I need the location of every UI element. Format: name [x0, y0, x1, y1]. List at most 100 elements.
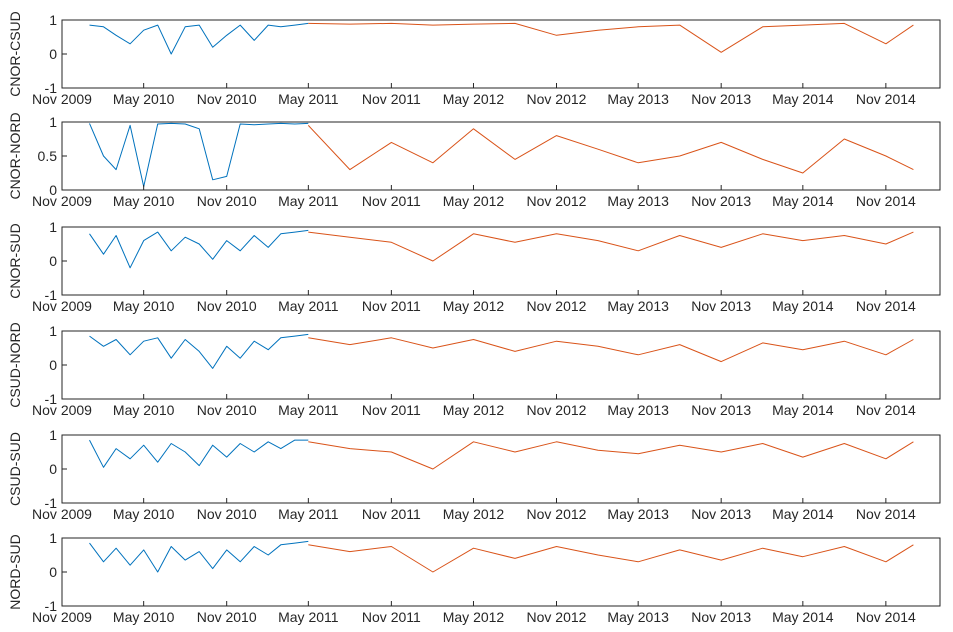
subplot-2: -1 0 1 Nov 2009 May 2010 Nov 2010 May 2011 Nov … — [7, 219, 941, 314]
x-tick-label-0-1: May 2010 — [113, 91, 175, 107]
series-line-3-0 — [89, 333, 309, 369]
x-tick-label-3-2: Nov 2010 — [197, 402, 257, 418]
series-line-4-0 — [89, 439, 309, 468]
x-tick-label-3-4: Nov 2011 — [362, 402, 421, 418]
x-tick-label-2-9: May 2014 — [772, 298, 834, 314]
series-line-5-0 — [89, 540, 309, 573]
y-tick-label-3-2: 1 — [49, 323, 57, 339]
x-tick-label-5-8: Nov 2013 — [691, 609, 751, 625]
x-tick-label-3-7: May 2013 — [607, 402, 669, 418]
x-tick-label-1-3: May 2011 — [278, 193, 339, 209]
axes-box-1 — [61, 121, 941, 191]
x-tick-label-5-5: May 2012 — [443, 609, 505, 625]
axes-box-4 — [61, 434, 941, 504]
subplot-3: -1 0 1 Nov 2009 May 2010 Nov 2010 May 2011 Nov … — [7, 322, 941, 418]
x-tick-label-0-9: May 2014 — [772, 91, 834, 107]
y-tick-label-1-1: 0.5 — [38, 148, 58, 164]
x-tick-label-2-1: May 2010 — [113, 298, 175, 314]
y-axis-label-3: CSUD-NORD — [7, 322, 23, 408]
series-line-2-0 — [89, 229, 309, 269]
y-tick-label-2-0: -1 — [45, 287, 58, 303]
x-tick-label-1-1: May 2010 — [113, 193, 175, 209]
x-tick-label-2-10: Nov 2014 — [856, 298, 916, 314]
y-tick-label-2-1: 0 — [49, 253, 57, 269]
y-axis-label-0: CNOR-CSUD — [7, 11, 23, 97]
axes-box-2 — [61, 226, 941, 296]
x-tick-label-1-2: Nov 2010 — [197, 193, 257, 209]
y-axis-label-4: CSUD-SUD — [7, 432, 23, 506]
x-tick-label-5-6: Nov 2012 — [527, 609, 587, 625]
x-tick-label-4-6: Nov 2012 — [527, 506, 587, 522]
y-tick-label-0-1: 0 — [49, 46, 57, 62]
x-tick-label-1-0: Nov 2009 — [32, 193, 92, 209]
x-tick-label-2-5: May 2012 — [443, 298, 505, 314]
y-tick-label-0-0: -1 — [45, 80, 58, 96]
x-tick-label-1-5: May 2012 — [443, 193, 505, 209]
x-tick-label-0-6: Nov 2012 — [527, 91, 587, 107]
y-tick-label-5-0: -1 — [45, 598, 58, 614]
y-tick-label-3-1: 0 — [49, 357, 57, 373]
y-axis-label-5: NORD-SUD — [7, 534, 23, 609]
x-tick-label-3-0: Nov 2009 — [32, 402, 92, 418]
y-tick-label-5-1: 0 — [49, 564, 57, 580]
y-tick-label-3-0: -1 — [45, 391, 58, 407]
x-tick-label-2-2: Nov 2010 — [197, 298, 257, 314]
x-tick-label-5-9: May 2014 — [772, 609, 834, 625]
axes-box-3 — [61, 330, 941, 400]
series-line-1-0 — [89, 122, 309, 188]
x-tick-label-0-5: May 2012 — [443, 91, 505, 107]
x-tick-label-3-5: May 2012 — [443, 402, 505, 418]
x-tick-label-1-9: May 2014 — [772, 193, 834, 209]
x-tick-label-4-0: Nov 2009 — [32, 506, 92, 522]
x-tick-label-0-8: Nov 2013 — [691, 91, 751, 107]
x-tick-label-2-3: May 2011 — [278, 298, 339, 314]
x-tick-label-5-10: Nov 2014 — [856, 609, 916, 625]
y-tick-label-4-0: -1 — [45, 495, 58, 511]
x-tick-label-2-4: Nov 2011 — [362, 298, 421, 314]
y-axis-label-1: CNOR-NORD — [7, 112, 23, 199]
x-tick-label-0-3: May 2011 — [278, 91, 339, 107]
y-axis-label-2: CNOR-SUD — [7, 223, 23, 298]
series-line-1-1 — [307, 125, 914, 174]
y-tick-label-1-0: 0 — [49, 182, 57, 198]
x-tick-label-5-0: Nov 2009 — [32, 609, 92, 625]
x-tick-label-0-10: Nov 2014 — [856, 91, 916, 107]
x-tick-label-5-2: Nov 2010 — [197, 609, 257, 625]
series-line-2-1 — [308, 231, 914, 262]
x-tick-label-1-8: Nov 2013 — [691, 193, 751, 209]
x-tick-label-1-4: Nov 2011 — [362, 193, 421, 209]
x-tick-label-4-9: May 2014 — [772, 506, 834, 522]
x-tick-label-0-7: May 2013 — [607, 91, 669, 107]
x-tick-label-5-3: May 2011 — [278, 609, 339, 625]
x-tick-label-3-9: May 2014 — [772, 402, 834, 418]
y-tick-label-2-2: 1 — [49, 219, 57, 235]
subplot-4: -1 0 1 Nov 2009 May 2010 Nov 2010 May 2011 Nov … — [7, 427, 941, 522]
series-line-4-1 — [308, 441, 914, 470]
x-tick-label-1-10: Nov 2014 — [856, 193, 916, 209]
x-tick-label-3-10: Nov 2014 — [856, 402, 916, 418]
x-tick-label-5-4: Nov 2011 — [362, 609, 421, 625]
series-line-0-0 — [89, 22, 309, 55]
y-tick-label-1-2: 1 — [49, 114, 57, 130]
x-tick-label-3-1: May 2010 — [113, 402, 175, 418]
x-tick-label-4-4: Nov 2011 — [362, 506, 421, 522]
x-tick-label-4-3: May 2011 — [278, 506, 339, 522]
x-tick-label-4-10: Nov 2014 — [856, 506, 916, 522]
y-tick-label-0-2: 1 — [49, 12, 57, 28]
series-line-3-1 — [308, 337, 914, 363]
x-tick-label-4-7: May 2013 — [607, 506, 669, 522]
x-tick-label-2-8: Nov 2013 — [691, 298, 751, 314]
subplot-1: 0 0.5 1 Nov 2009 May 2010 Nov 2010 May 2011 Nov… — [7, 112, 941, 209]
x-tick-label-4-8: Nov 2013 — [691, 506, 751, 522]
x-tick-label-4-2: Nov 2010 — [197, 506, 257, 522]
x-tick-label-5-7: May 2013 — [607, 609, 669, 625]
series-line-0-1 — [308, 22, 914, 53]
x-tick-label-3-6: Nov 2012 — [527, 402, 587, 418]
series-line-5-1 — [308, 544, 914, 573]
x-tick-label-3-8: Nov 2013 — [691, 402, 751, 418]
axes-box-5 — [61, 537, 941, 607]
x-tick-label-2-6: Nov 2012 — [527, 298, 587, 314]
subplot-5: -1 0 1 Nov 2009 May 2010 Nov 2010 May 2011 Nov … — [7, 530, 941, 625]
x-tick-label-4-5: May 2012 — [443, 506, 505, 522]
